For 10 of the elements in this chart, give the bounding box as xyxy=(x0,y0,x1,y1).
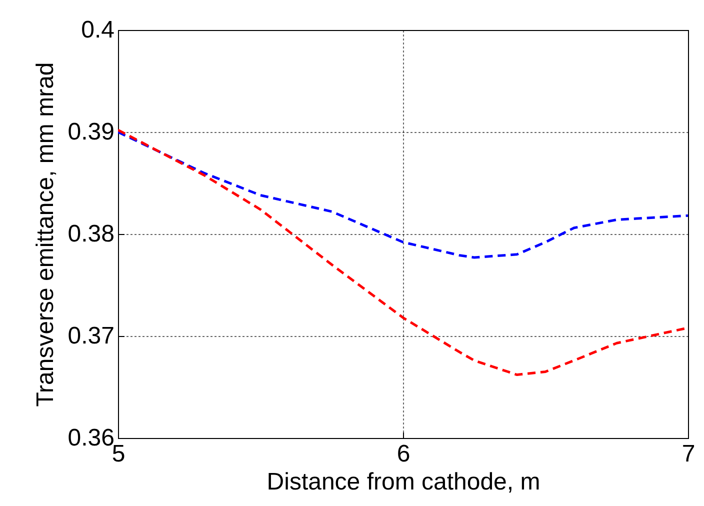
x-tick-label: 7 xyxy=(682,440,696,468)
x-tick-label: 6 xyxy=(396,440,410,468)
y-tick-label: 0.4 xyxy=(81,16,114,44)
y-tick-label: 0.36 xyxy=(68,424,114,452)
y-tick-label: 0.39 xyxy=(68,118,114,146)
line-series xyxy=(118,130,688,259)
x-axis-title: Distance from cathode, m xyxy=(266,468,540,496)
y-tick-label: 0.37 xyxy=(68,322,114,350)
y-axis-title: Transverse emittance, mm mrad xyxy=(32,62,59,407)
y-tick-label: 0.38 xyxy=(68,220,114,248)
